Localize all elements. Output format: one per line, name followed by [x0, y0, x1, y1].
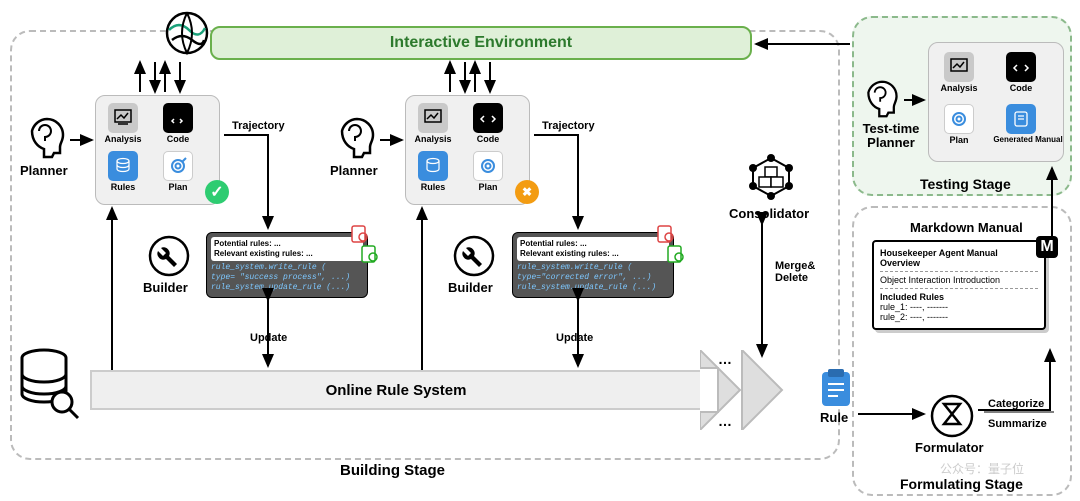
planner-b-plan-icon	[473, 151, 503, 181]
globe-icon	[164, 10, 210, 56]
watermark: 公众号：量子位	[940, 460, 1024, 477]
planner-a-code-label: Code	[156, 134, 200, 144]
online-rule-system-box: Online Rule System	[90, 370, 700, 410]
planner-a-plan-icon	[163, 151, 193, 181]
testing-plan-icon	[944, 104, 974, 134]
summarize-label: Summarize	[988, 418, 1047, 430]
card-b-l0: rule_system.write_rule (	[517, 263, 632, 272]
ors-arrowhead: … …	[700, 350, 818, 430]
consolidator-icon	[744, 150, 798, 204]
update-b-label: Update	[556, 332, 593, 344]
manual-h3: Included Rules	[880, 292, 944, 302]
svg-text:…: …	[718, 413, 733, 429]
planner-a-rules-icon	[108, 151, 138, 181]
ors-label: Online Rule System	[326, 382, 467, 399]
merge-delete-label: Merge& Delete	[775, 260, 815, 284]
planner-a-code-icon	[163, 103, 193, 133]
planner-b-plan-label: Plan	[466, 182, 510, 192]
testing-plan-label: Plan	[937, 135, 981, 145]
markdown-manual-doc: Housekeeper Agent Manual Overview Object…	[872, 240, 1046, 330]
card-a-l0: rule_system.write_rule (	[211, 263, 326, 272]
planner-b-code-icon	[473, 103, 503, 133]
planner-b-label: Planner	[330, 163, 378, 178]
trajectory-a-label: Trajectory	[232, 120, 285, 132]
card-a-top2: Relevant existing rules: ...	[214, 249, 313, 258]
update-a-label: Update	[250, 332, 287, 344]
planner-b-rules-label: Rules	[411, 182, 455, 192]
card-b-l2: rule_system.update_rule (...)	[517, 283, 656, 292]
formulator-label: Formulator	[915, 440, 984, 455]
builder-b-label: Builder	[448, 280, 493, 295]
formulator-hourglass-icon	[930, 394, 974, 438]
planner-a-analysis-icon	[108, 103, 138, 133]
planner-b-head-icon	[335, 115, 379, 161]
database-icon	[16, 348, 80, 420]
planner-b-rules-icon	[418, 151, 448, 181]
svg-text:…: …	[718, 351, 733, 367]
building-stage-title: Building Stage	[340, 462, 445, 479]
card-a-top1: Potential rules: ...	[214, 239, 281, 248]
categorize-label: Categorize	[988, 398, 1044, 410]
testing-analysis-icon	[944, 52, 974, 82]
planner-b-analysis-label: Analysis	[411, 134, 455, 144]
rule-label: Rule	[820, 410, 848, 425]
interactive-environment-box: Interactive Environment	[210, 26, 752, 60]
testing-genman-label: Generated Manual	[989, 135, 1067, 144]
testing-stage-title: Testing Stage	[920, 176, 1011, 192]
card-b-l1: type="corrected error", ...)	[517, 273, 651, 282]
testing-analysis-label: Analysis	[937, 83, 981, 93]
planner-b-analysis-icon	[418, 103, 448, 133]
testing-code-icon	[1006, 52, 1036, 82]
markdown-m-badge: M	[1036, 236, 1058, 258]
rule-clipboard-icon	[818, 368, 854, 410]
planner-a-analysis-label: Analysis	[101, 134, 145, 144]
builder-a-label: Builder	[143, 280, 188, 295]
planner-b-code-label: Code	[466, 134, 510, 144]
env-label: Interactive Environment	[390, 34, 572, 52]
planner-b-error-badge: ✖	[515, 180, 539, 204]
planner-a-success-badge: ✓	[205, 180, 229, 204]
testing-genman-icon	[1006, 104, 1036, 134]
card-a-l2: rule_system.update_rule (...)	[211, 283, 350, 292]
builder-b-code-card: Potential rules: ...Relevant existing ru…	[512, 232, 674, 298]
card-b-gear-red-icon	[656, 224, 676, 244]
builder-a-wrench-icon	[148, 235, 190, 277]
markdown-manual-title: Markdown Manual	[910, 220, 1023, 235]
trajectory-b-label: Trajectory	[542, 120, 595, 132]
card-a-gear-green-icon	[360, 244, 380, 264]
testing-planner-head-icon	[862, 78, 902, 120]
card-b-top1: Potential rules: ...	[520, 239, 587, 248]
testing-code-label: Code	[999, 83, 1043, 93]
planner-a-label: Planner	[20, 163, 68, 178]
card-a-l1: type= "success process", ...)	[211, 273, 350, 282]
planner-a-head-icon	[25, 115, 69, 161]
builder-a-code-card: Potential rules: ...Relevant existing ru…	[206, 232, 368, 298]
planner-a-plan-label: Plan	[156, 182, 200, 192]
consolidator-label: Consolidator	[729, 206, 809, 221]
planner-a-rules-label: Rules	[101, 182, 145, 192]
card-b-gear-green-icon	[666, 244, 686, 264]
builder-b-wrench-icon	[453, 235, 495, 277]
card-b-top2: Relevant existing rules: ...	[520, 249, 619, 258]
card-a-gear-red-icon	[350, 224, 370, 244]
formulating-stage-title: Formulating Stage	[900, 476, 1023, 492]
manual-h1: Housekeeper Agent Manual Overview	[880, 248, 998, 268]
manual-r1: rule_1: ----, -------	[880, 302, 948, 312]
manual-h2: Object Interaction Introduction	[880, 275, 1000, 285]
manual-r2: rule_2: ----, -------	[880, 312, 948, 322]
testing-planner-label: Test-time Planner	[858, 122, 924, 151]
